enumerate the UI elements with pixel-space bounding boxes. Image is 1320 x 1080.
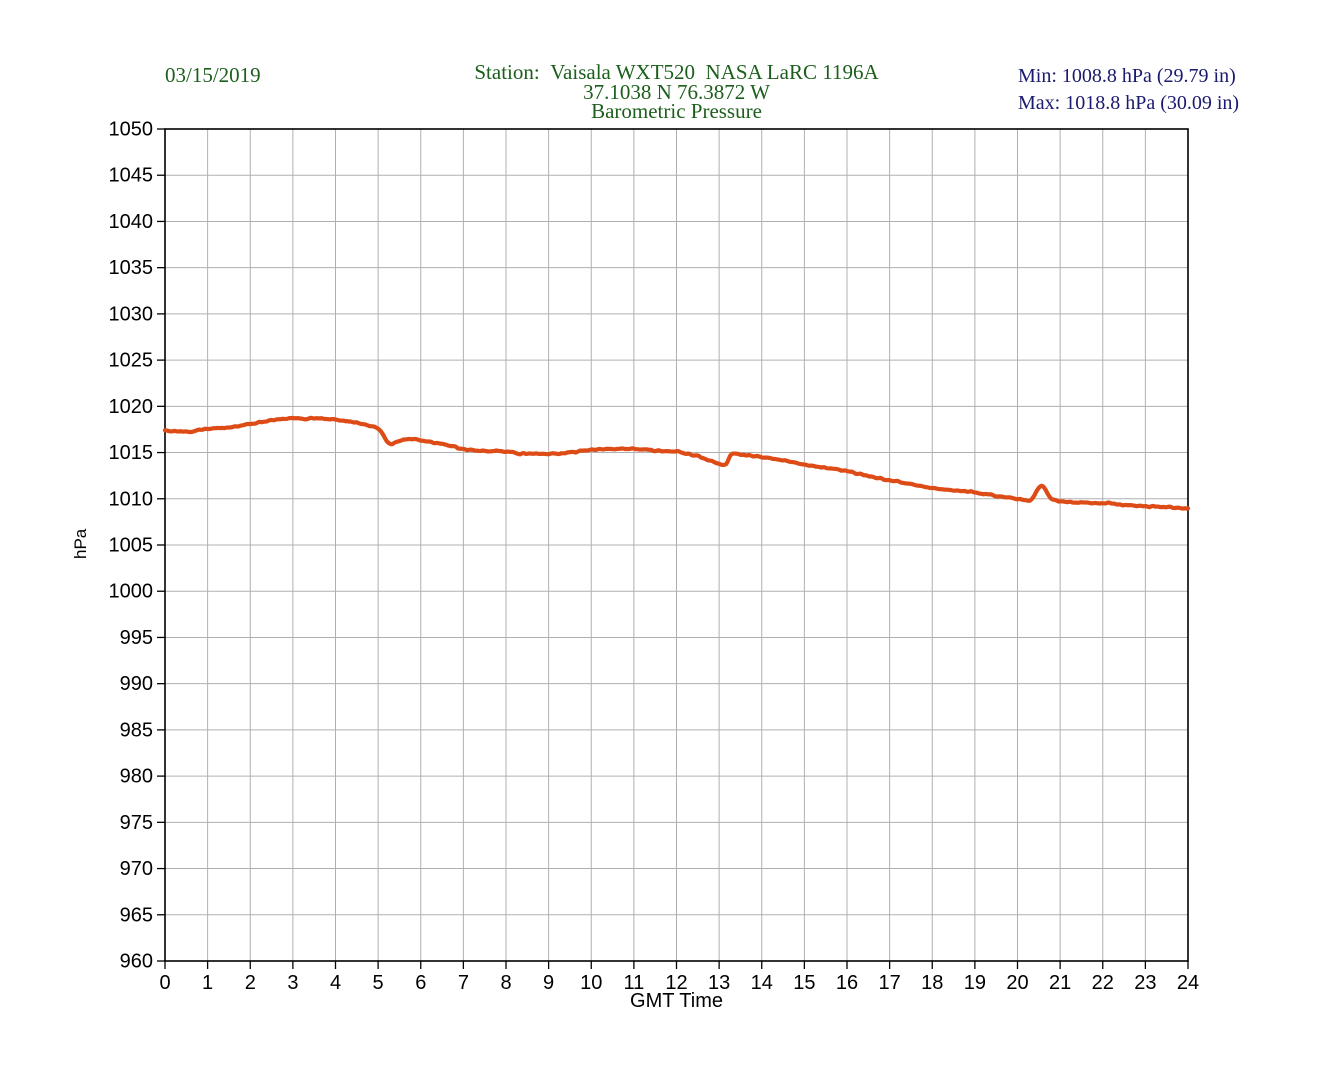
svg-text:995: 995: [120, 627, 153, 649]
svg-text:12: 12: [665, 972, 687, 994]
svg-text:0: 0: [159, 972, 170, 994]
svg-text:9: 9: [543, 972, 554, 994]
svg-text:985: 985: [120, 719, 153, 741]
svg-text:1040: 1040: [109, 211, 154, 233]
svg-text:1050: 1050: [109, 119, 154, 141]
svg-text:hPa: hPa: [71, 528, 90, 559]
svg-text:17: 17: [878, 972, 900, 994]
svg-text:18: 18: [921, 972, 943, 994]
svg-text:24: 24: [1177, 972, 1199, 994]
svg-text:11: 11: [623, 972, 644, 994]
svg-text:1020: 1020: [109, 396, 154, 418]
svg-text:960: 960: [120, 951, 153, 973]
svg-text:1030: 1030: [109, 303, 154, 325]
svg-text:1: 1: [202, 972, 213, 994]
svg-text:19: 19: [964, 972, 986, 994]
svg-text:14: 14: [751, 972, 773, 994]
svg-text:22: 22: [1092, 972, 1114, 994]
svg-text:965: 965: [120, 904, 153, 926]
svg-text:1045: 1045: [109, 165, 154, 187]
svg-text:20: 20: [1006, 972, 1028, 994]
svg-text:10: 10: [580, 972, 602, 994]
svg-text:970: 970: [120, 858, 153, 880]
svg-text:23: 23: [1134, 972, 1156, 994]
svg-text:1000: 1000: [109, 581, 154, 603]
svg-text:1005: 1005: [109, 535, 154, 557]
svg-text:6: 6: [415, 972, 426, 994]
svg-text:980: 980: [120, 766, 153, 788]
svg-text:3: 3: [287, 972, 298, 994]
svg-text:13: 13: [708, 972, 730, 994]
svg-text:1010: 1010: [109, 488, 154, 510]
svg-text:2: 2: [245, 972, 256, 994]
svg-text:1035: 1035: [109, 257, 154, 279]
svg-text:7: 7: [458, 972, 469, 994]
svg-text:21: 21: [1049, 972, 1071, 994]
svg-text:8: 8: [500, 972, 511, 994]
svg-text:16: 16: [836, 972, 858, 994]
svg-text:5: 5: [373, 972, 384, 994]
svg-text:15: 15: [793, 972, 815, 994]
svg-text:4: 4: [330, 972, 341, 994]
svg-text:990: 990: [120, 673, 153, 695]
svg-text:1015: 1015: [109, 442, 154, 464]
svg-text:975: 975: [120, 812, 153, 834]
svg-text:1025: 1025: [109, 350, 154, 372]
